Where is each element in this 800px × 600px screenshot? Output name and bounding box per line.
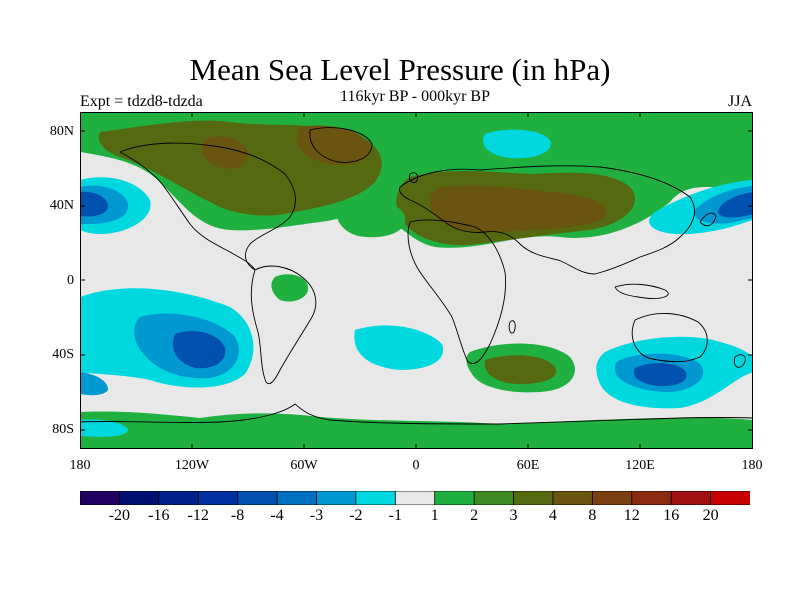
colorbar-label: 4 — [548, 507, 557, 524]
coastline-greenland — [309, 127, 373, 163]
lat-tick-0: 0 — [67, 273, 74, 288]
colorbar-swatch-0 — [80, 491, 121, 505]
lon-tick-180e: 180 — [741, 458, 763, 473]
colorbar-swatch-9 — [434, 491, 475, 505]
lat-tick-40n: 40N — [49, 198, 74, 213]
anomaly-region-brazil-positive — [271, 274, 309, 302]
anomaly-region-atlantic-positive — [336, 198, 406, 238]
anomaly-region-spacific-west-mid — [80, 372, 108, 396]
lon-tick-180w: 180 — [69, 458, 91, 473]
colorbar-swatch-7 — [355, 491, 396, 505]
anomaly-region-siberia-negative — [483, 129, 551, 159]
anomaly-region-npacific-east-core — [718, 192, 753, 218]
colorbar-swatch-10 — [473, 491, 515, 505]
colorbar-swatch-11 — [513, 491, 554, 505]
colorbar-label: -12 — [187, 507, 209, 524]
colorbar-label: -2 — [349, 507, 363, 524]
colorbar-swatch-3 — [197, 491, 239, 505]
lon-tick-60w: 60W — [290, 458, 318, 473]
chart-title: Mean Sea Level Pressure (in hPa) — [189, 52, 611, 87]
colorbar-label: 1 — [430, 507, 439, 524]
colorbar-swatch-14 — [631, 491, 672, 505]
anomaly-region-greenland-core — [297, 125, 371, 165]
coastline-africa — [407, 219, 507, 364]
lat-tick-80n: 80N — [49, 124, 74, 139]
colorbar-label: -16 — [148, 507, 170, 524]
colorbar-swatch-16 — [710, 491, 750, 505]
colorbar-swatch-15 — [670, 491, 712, 505]
coastline-madagascar — [508, 320, 516, 334]
colorbar-label: 3 — [509, 507, 518, 524]
colorbar-swatch-6 — [316, 491, 357, 505]
coastline-indonesia — [614, 283, 669, 299]
anomaly-region-ross-negative — [80, 419, 128, 437]
coastline-europe-asia — [399, 165, 695, 275]
anomaly-region-indian-high-core — [484, 355, 556, 384]
lon-tick-120e: 120E — [625, 458, 655, 473]
anomaly-region-satlantic-low — [354, 325, 444, 370]
experiment-label: Expt = tdzd8-tdzda — [80, 93, 203, 110]
coastline-south-america — [250, 265, 317, 385]
colorbar-label: 20 — [702, 507, 719, 524]
coastlines — [80, 127, 753, 425]
colorbar-swatch-1 — [119, 491, 160, 505]
lon-tick-60e: 60E — [516, 458, 540, 473]
colorbar — [80, 491, 750, 505]
anomaly-region-scandinavia-core — [201, 136, 249, 169]
coastline-japan — [699, 212, 717, 227]
lon-tick-0: 0 — [412, 458, 420, 473]
colorbar-label: 8 — [588, 507, 597, 524]
colorbar-label: -8 — [230, 507, 245, 524]
colorbar-label: -1 — [388, 507, 402, 524]
anomaly-region-npacific-west-core — [80, 191, 108, 217]
coastline-uk — [409, 172, 419, 183]
colorbar-swatch-2 — [158, 491, 199, 505]
colorbar-swatch-5 — [276, 491, 318, 505]
colorbar-label: 12 — [623, 507, 640, 524]
lat-tick-80s: 80S — [52, 422, 74, 437]
anomaly-region-spacific-core — [172, 330, 226, 369]
colorbar-swatch-13 — [591, 491, 633, 505]
colorbar-label: 2 — [470, 507, 479, 524]
colorbar-label: 16 — [663, 507, 680, 524]
map-ticks — [80, 112, 753, 449]
coastline-australia — [631, 312, 708, 363]
colorbar-swatch-8 — [394, 491, 436, 505]
coastline-antarctica — [80, 403, 753, 425]
colorbar-swatch-4 — [237, 491, 278, 505]
anomaly-region-australia-core — [633, 363, 687, 387]
coastline-north-america — [119, 142, 296, 271]
colorbar-label: -4 — [270, 507, 284, 524]
season-label: JJA — [727, 93, 752, 110]
anomaly-region-eurasia-core — [430, 185, 606, 233]
period-subtitle: 116kyr BP - 000kyr BP — [340, 88, 490, 105]
colorbar-label: -20 — [108, 507, 131, 524]
colorbar-label: -3 — [309, 507, 324, 524]
lon-tick-120w: 120W — [174, 458, 210, 473]
colorbar-swatch-12 — [552, 491, 594, 505]
pressure-anomaly-map — [80, 112, 753, 449]
coastline-new-zealand — [733, 354, 746, 368]
lat-tick-40s: 40S — [52, 347, 74, 362]
